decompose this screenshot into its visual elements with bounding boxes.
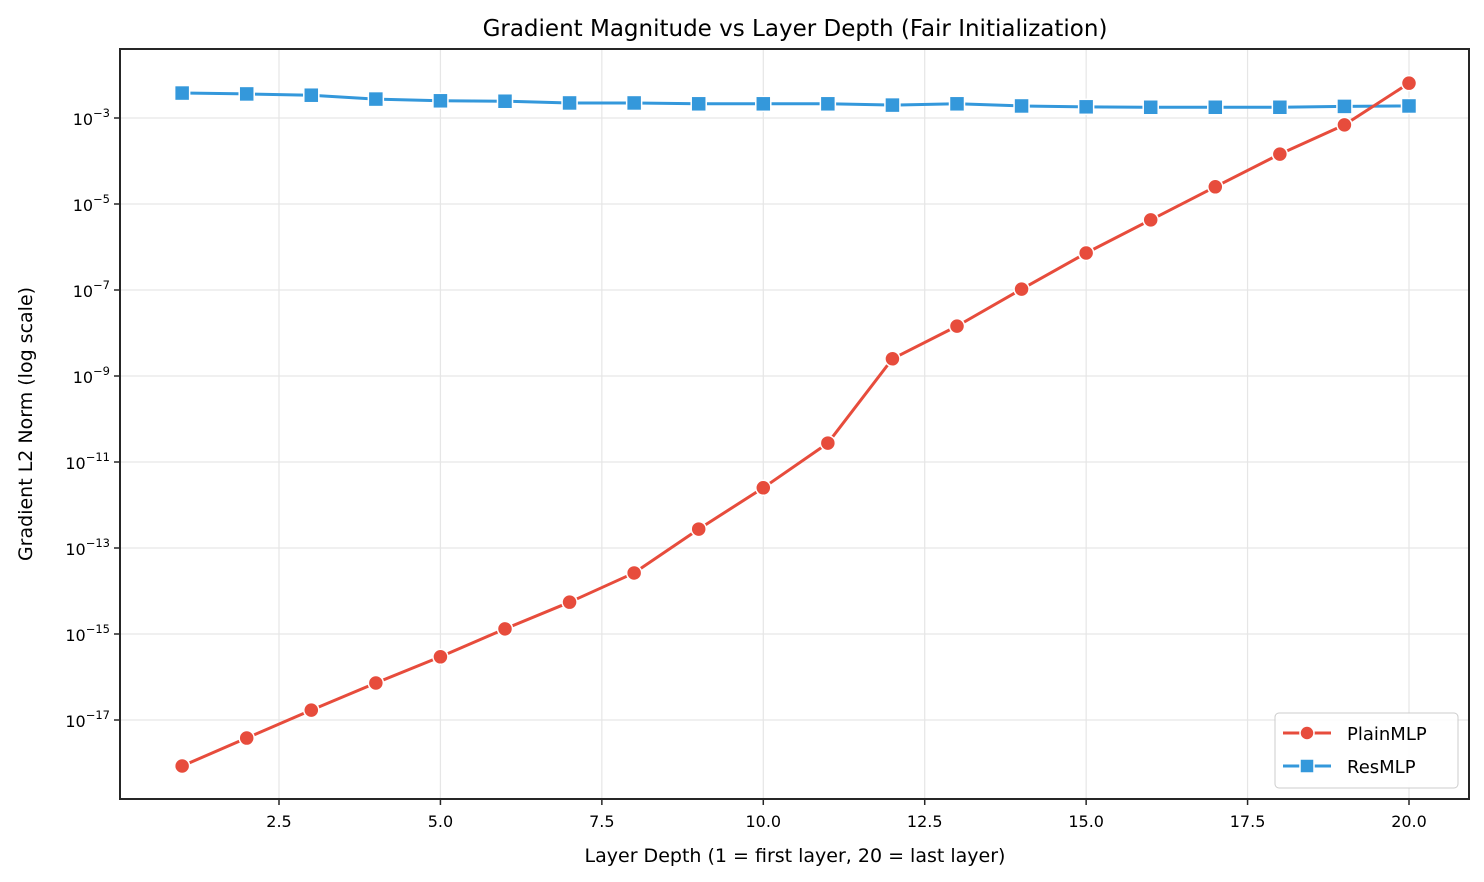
data-point xyxy=(367,90,385,108)
data-point xyxy=(690,95,707,113)
x-axis-ticks: 2.5 5.0 7.5 10.0 12.5 15.0 17.5 20.0 xyxy=(266,799,1427,831)
data-point xyxy=(303,86,320,104)
data-point xyxy=(496,92,514,110)
data-point xyxy=(173,757,191,775)
series-layer xyxy=(173,74,1418,775)
data-point xyxy=(884,350,901,368)
x-axis-label: Layer Depth (1 = first layer, 20 = last … xyxy=(585,845,1006,867)
data-point xyxy=(238,729,255,747)
grid-lines xyxy=(120,49,1469,799)
y-tick-label: 10−7 xyxy=(73,278,110,301)
chart-title: Gradient Magnitude vs Layer Depth (Fair … xyxy=(483,16,1108,42)
data-point xyxy=(1077,98,1095,116)
x-tick-label: 5.0 xyxy=(428,812,453,831)
x-tick-label: 12.5 xyxy=(907,812,943,831)
data-point xyxy=(561,94,578,112)
data-point xyxy=(625,564,643,582)
data-point xyxy=(690,520,707,538)
data-point xyxy=(432,92,449,110)
x-tick-label: 10.0 xyxy=(745,812,781,831)
data-point xyxy=(238,85,255,103)
data-point xyxy=(948,317,966,335)
data-point xyxy=(1336,116,1353,134)
y-tick-label: 10−15 xyxy=(65,622,110,645)
data-point xyxy=(625,94,643,112)
y-tick-label: 10−5 xyxy=(73,192,110,215)
data-point xyxy=(1013,280,1030,298)
data-point xyxy=(755,95,772,113)
series-line xyxy=(182,91,1410,109)
square-marker-icon xyxy=(1299,758,1315,774)
data-point xyxy=(303,701,320,719)
data-point xyxy=(173,84,191,102)
data-point xyxy=(1336,98,1353,115)
data-point xyxy=(1207,178,1224,196)
x-tick-label: 17.5 xyxy=(1230,812,1266,831)
legend-item-plainmlp: PlainMLP xyxy=(1283,724,1427,745)
data-point xyxy=(367,674,385,692)
data-point xyxy=(819,434,837,452)
legend-item-resmlp: ResMLP xyxy=(1283,757,1416,778)
legend-label-plainmlp: PlainMLP xyxy=(1347,724,1427,745)
y-tick-label: 10−11 xyxy=(65,450,110,473)
x-tick-label: 20.0 xyxy=(1391,812,1427,831)
y-axis-label: Gradient L2 Norm (log scale) xyxy=(15,287,37,561)
data-point xyxy=(755,479,772,497)
y-tick-label: 10−17 xyxy=(65,708,110,731)
y-tick-label: 10−3 xyxy=(73,106,110,129)
legend-label-resmlp: ResMLP xyxy=(1347,757,1416,778)
x-tick-label: 15.0 xyxy=(1068,812,1104,831)
plot-area: 2.5 5.0 7.5 10.0 12.5 15.0 17.5 20.0 10−310−510… xyxy=(65,48,1470,831)
data-point xyxy=(819,95,837,113)
legend: PlainMLP ResMLP xyxy=(1274,712,1459,789)
data-point xyxy=(432,648,449,666)
data-point xyxy=(884,96,901,114)
data-point xyxy=(948,95,966,113)
data-point xyxy=(1400,74,1418,92)
data-point xyxy=(1142,99,1159,116)
data-point xyxy=(1142,211,1159,229)
x-tick-label: 2.5 xyxy=(266,812,291,831)
series-plainmlp xyxy=(173,74,1418,775)
data-point xyxy=(496,620,514,638)
data-point xyxy=(1400,97,1418,115)
x-tick-label: 7.5 xyxy=(589,812,614,831)
y-tick-label: 10−13 xyxy=(65,536,110,559)
series-line xyxy=(181,81,1410,768)
circle-marker-icon xyxy=(1299,725,1315,741)
data-point xyxy=(1207,99,1224,116)
axes-frame xyxy=(119,48,1470,800)
y-tick-label: 10−9 xyxy=(73,364,110,387)
data-point xyxy=(1013,97,1030,115)
data-point xyxy=(1271,145,1289,163)
y-axis-ticks: 10−3 10−5 10−7 10−9 10−11 10−13 10−15 10−17 xyxy=(65,106,120,731)
series-resmlp xyxy=(173,84,1418,116)
data-point xyxy=(1077,244,1095,262)
data-point xyxy=(1271,99,1289,116)
data-point xyxy=(561,593,578,611)
